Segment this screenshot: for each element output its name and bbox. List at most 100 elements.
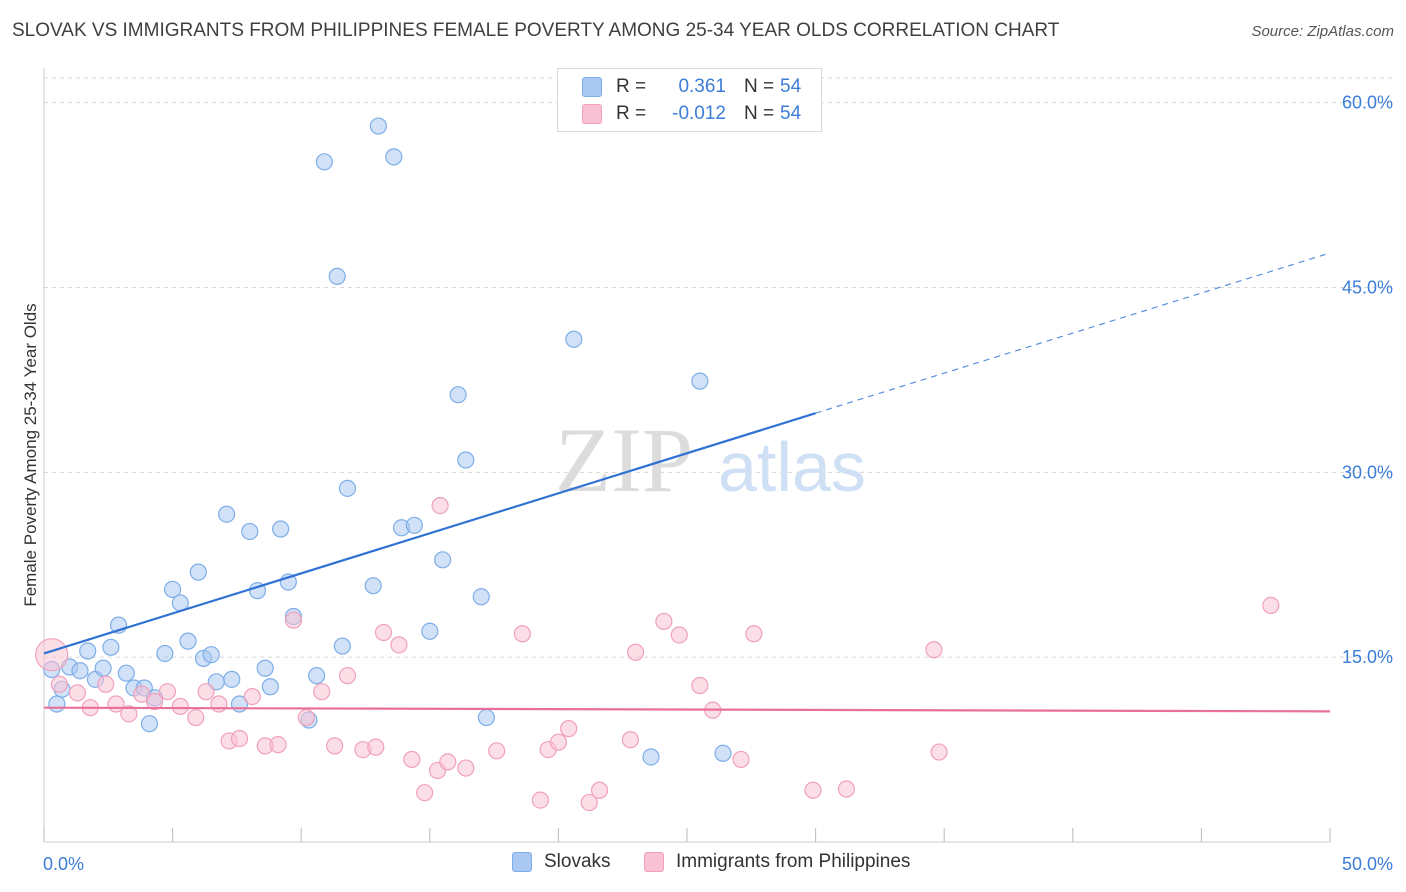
series-label-philippines: Immigrants from Philippines bbox=[676, 851, 911, 872]
point-slovaks bbox=[434, 551, 452, 569]
legend-r-value: 0.361 bbox=[678, 76, 726, 97]
point-philippines bbox=[390, 636, 408, 654]
point-philippines bbox=[804, 781, 822, 799]
y-tick-label: 15.0% bbox=[1342, 647, 1393, 667]
point-slovaks bbox=[308, 667, 326, 685]
point-slovaks bbox=[71, 662, 89, 680]
point-slovaks bbox=[449, 386, 467, 404]
legend-r-label: R = bbox=[616, 103, 647, 124]
point-slovaks bbox=[364, 577, 382, 595]
point-philippines bbox=[367, 738, 385, 756]
point-slovaks bbox=[94, 659, 112, 677]
point-philippines bbox=[691, 676, 709, 695]
watermark-zip: ZIP bbox=[555, 409, 693, 511]
point-philippines bbox=[197, 683, 215, 701]
point-philippines bbox=[97, 675, 115, 693]
point-philippines bbox=[403, 750, 421, 769]
point-slovaks bbox=[472, 588, 490, 606]
point-philippines bbox=[416, 784, 434, 802]
point-philippines bbox=[560, 720, 578, 738]
correlation-legend: R = 0.361 N = 54 R = -0.012 N = 54 bbox=[557, 68, 822, 132]
point-philippines bbox=[732, 750, 750, 769]
series-label-slovaks: Slovaks bbox=[544, 851, 611, 872]
legend-r-value: -0.012 bbox=[672, 103, 726, 124]
point-slovaks bbox=[328, 267, 346, 285]
watermark-atlas: atlas bbox=[718, 428, 866, 506]
series-legend-slovaks[interactable]: Slovaks bbox=[512, 851, 611, 873]
gridlines bbox=[44, 77, 1395, 658]
point-philippines bbox=[269, 736, 287, 754]
point-philippines bbox=[120, 705, 138, 723]
series-swatch-philippines bbox=[644, 852, 664, 872]
point-slovaks bbox=[421, 622, 439, 640]
series-swatch-slovaks bbox=[512, 852, 532, 872]
point-philippines bbox=[670, 626, 688, 644]
x-tick-label: 50.0% bbox=[1342, 854, 1393, 874]
point-philippines bbox=[439, 753, 457, 771]
trend-line-slovaks bbox=[43, 412, 816, 655]
trend-line-philippines bbox=[43, 706, 1331, 713]
point-slovaks bbox=[48, 695, 66, 713]
point-slovaks bbox=[189, 563, 207, 581]
point-slovaks bbox=[156, 644, 174, 663]
point-philippines bbox=[930, 743, 948, 761]
point-philippines bbox=[431, 496, 449, 515]
point-philippines bbox=[35, 638, 69, 672]
point-slovaks bbox=[261, 678, 279, 696]
point-philippines bbox=[457, 759, 475, 777]
point-slovaks bbox=[218, 505, 236, 523]
legend-row-slovaks: R = 0.361 N = 54 bbox=[582, 74, 801, 100]
point-slovaks bbox=[117, 664, 135, 682]
point-slovaks bbox=[241, 522, 259, 541]
point-slovaks bbox=[405, 516, 423, 534]
legend-r-label: R = bbox=[616, 76, 647, 97]
point-slovaks bbox=[369, 117, 387, 135]
data-points bbox=[35, 117, 1280, 812]
point-slovaks bbox=[565, 330, 583, 348]
point-philippines bbox=[513, 625, 531, 643]
y-axis-title: Female Poverty Among 25-34 Year Olds bbox=[21, 303, 40, 606]
point-philippines bbox=[655, 612, 673, 631]
point-slovaks bbox=[457, 451, 475, 469]
tick-labels: 15.0% 30.0% 45.0% 60.0% 0.0% 50.0% bbox=[43, 93, 1393, 874]
point-philippines bbox=[158, 683, 177, 701]
trend-line-slovaks-extension bbox=[815, 252, 1331, 414]
point-philippines bbox=[374, 623, 393, 642]
y-tick-label: 45.0% bbox=[1342, 277, 1393, 297]
point-philippines bbox=[326, 737, 344, 755]
point-philippines bbox=[549, 733, 568, 751]
point-philippines bbox=[837, 780, 856, 798]
point-slovaks bbox=[140, 715, 159, 733]
series-legend-philippines[interactable]: Immigrants from Philippines bbox=[644, 851, 910, 873]
chart-title: SLOVAK VS IMMIGRANTS FROM PHILIPPINES FE… bbox=[12, 20, 1060, 41]
legend-swatch-slovaks bbox=[582, 77, 602, 97]
point-philippines bbox=[171, 697, 189, 716]
point-slovaks bbox=[477, 708, 495, 727]
point-slovaks bbox=[164, 580, 182, 598]
point-philippines bbox=[580, 793, 598, 812]
point-philippines bbox=[145, 692, 164, 711]
point-philippines bbox=[1262, 596, 1280, 615]
point-philippines bbox=[50, 675, 69, 693]
trend-lines bbox=[43, 252, 1331, 713]
point-slovaks bbox=[714, 744, 732, 762]
point-philippines bbox=[297, 708, 315, 727]
point-philippines bbox=[210, 695, 228, 713]
point-slovaks bbox=[385, 148, 403, 166]
point-philippines bbox=[621, 731, 640, 749]
point-philippines bbox=[313, 683, 331, 701]
point-philippines bbox=[925, 641, 943, 659]
legend-n-label: N = bbox=[744, 76, 775, 97]
point-slovaks bbox=[223, 670, 241, 688]
point-philippines bbox=[187, 708, 205, 727]
point-slovaks bbox=[202, 646, 220, 664]
legend-row-philippines: R = -0.012 N = 54 bbox=[582, 101, 801, 127]
point-philippines bbox=[531, 791, 549, 809]
point-slovaks bbox=[179, 632, 197, 650]
point-slovaks bbox=[691, 372, 709, 390]
legend-n-value: 54 bbox=[780, 103, 802, 124]
point-slovaks bbox=[642, 748, 660, 766]
point-philippines bbox=[68, 684, 87, 702]
chart-source: Source: ZipAtlas.com bbox=[1251, 23, 1394, 40]
